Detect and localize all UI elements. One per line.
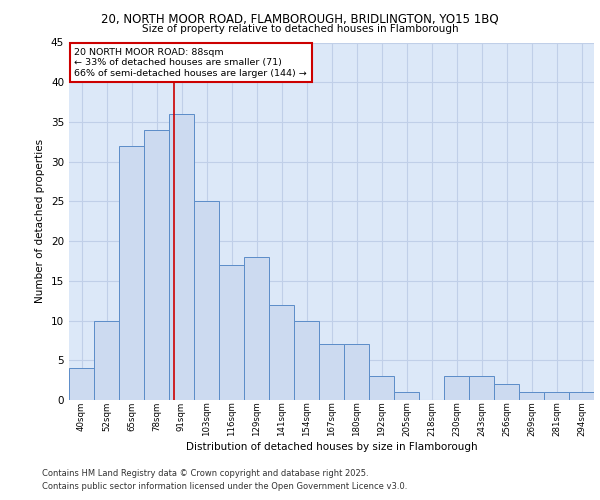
Bar — [244, 257, 269, 400]
Bar — [94, 320, 119, 400]
Text: Contains public sector information licensed under the Open Government Licence v3: Contains public sector information licen… — [42, 482, 407, 491]
Bar — [544, 392, 569, 400]
Bar — [569, 392, 594, 400]
Bar — [219, 265, 244, 400]
Text: 20, NORTH MOOR ROAD, FLAMBOROUGH, BRIDLINGTON, YO15 1BQ: 20, NORTH MOOR ROAD, FLAMBOROUGH, BRIDLI… — [101, 12, 499, 26]
Bar — [69, 368, 94, 400]
Bar — [519, 392, 544, 400]
Bar — [444, 376, 469, 400]
Bar — [169, 114, 194, 400]
Bar — [469, 376, 494, 400]
Bar — [294, 320, 319, 400]
Bar — [119, 146, 144, 400]
Bar — [194, 202, 219, 400]
Y-axis label: Number of detached properties: Number of detached properties — [35, 139, 46, 304]
Bar — [144, 130, 169, 400]
Bar — [394, 392, 419, 400]
Bar — [369, 376, 394, 400]
Text: Contains HM Land Registry data © Crown copyright and database right 2025.: Contains HM Land Registry data © Crown c… — [42, 468, 368, 477]
Bar — [319, 344, 344, 400]
Text: 20 NORTH MOOR ROAD: 88sqm
← 33% of detached houses are smaller (71)
66% of semi-: 20 NORTH MOOR ROAD: 88sqm ← 33% of detac… — [74, 48, 307, 78]
Text: Size of property relative to detached houses in Flamborough: Size of property relative to detached ho… — [142, 24, 458, 34]
Bar — [344, 344, 369, 400]
X-axis label: Distribution of detached houses by size in Flamborough: Distribution of detached houses by size … — [185, 442, 478, 452]
Bar — [494, 384, 519, 400]
Bar — [269, 304, 294, 400]
